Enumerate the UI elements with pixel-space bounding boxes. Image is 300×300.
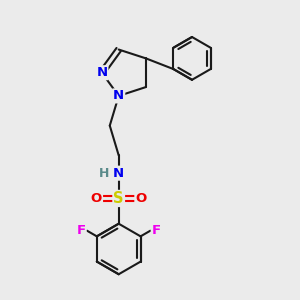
Text: N: N	[113, 89, 124, 102]
Text: O: O	[135, 192, 147, 205]
Text: N: N	[96, 66, 107, 79]
Text: F: F	[152, 224, 161, 237]
Text: N: N	[113, 167, 124, 180]
Text: S: S	[113, 191, 124, 206]
Text: F: F	[76, 224, 85, 237]
Text: H: H	[99, 167, 109, 180]
Text: O: O	[91, 192, 102, 205]
